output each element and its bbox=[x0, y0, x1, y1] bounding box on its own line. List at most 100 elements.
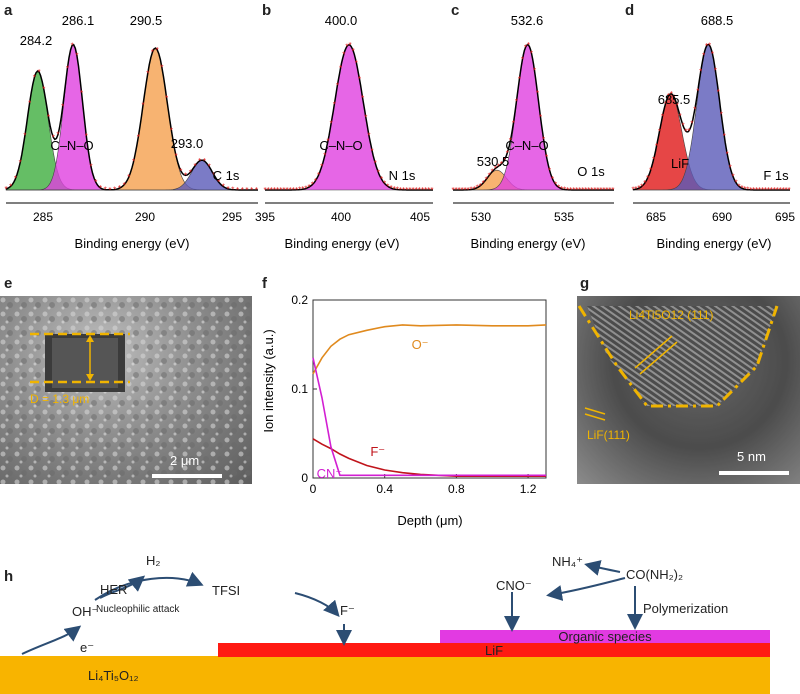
data-point-d: * bbox=[699, 68, 702, 77]
data-point-a: * bbox=[118, 184, 121, 193]
data-point-d: * bbox=[658, 127, 661, 136]
data-point-a: * bbox=[52, 133, 55, 142]
tem-bottom-label: LiF(111) bbox=[587, 428, 630, 442]
f-xtick: 0.4 bbox=[376, 482, 393, 496]
data-point-b: * bbox=[377, 169, 380, 178]
series-label-cn: CN⁻ bbox=[317, 466, 343, 481]
data-point-c: * bbox=[473, 185, 476, 194]
polymerization-label: Polymerization bbox=[643, 601, 729, 616]
series-label-o: O⁻ bbox=[412, 337, 429, 352]
data-point-a: * bbox=[66, 64, 69, 73]
data-point-c: * bbox=[491, 168, 494, 177]
f-ylabel: Ion intensity (a.u.) bbox=[261, 329, 276, 432]
data-point-d: * bbox=[684, 127, 687, 136]
data-point-a: * bbox=[99, 184, 102, 193]
lto-layer: Li₄Ti₅O₁₂ bbox=[0, 656, 770, 694]
data-point-b: * bbox=[383, 180, 386, 189]
data-point-b: * bbox=[339, 64, 342, 73]
data-point-d: * bbox=[646, 174, 649, 183]
fit-envelope-c bbox=[453, 43, 614, 191]
data-point-d: * bbox=[664, 100, 667, 109]
data-point-a: * bbox=[184, 171, 187, 180]
data-point-b: * bbox=[367, 131, 370, 140]
data-point-a: * bbox=[28, 99, 31, 108]
data-point-a: * bbox=[123, 181, 126, 190]
data-point-a: * bbox=[80, 89, 83, 98]
panel-label-a: a bbox=[4, 2, 13, 19]
data-point-b: * bbox=[348, 41, 351, 50]
series-label-f: F⁻ bbox=[370, 444, 385, 459]
data-point-b: * bbox=[295, 186, 298, 195]
xlabel-d: Binding energy (eV) bbox=[657, 236, 772, 251]
data-point-a: * bbox=[19, 158, 22, 167]
data-point-c: * bbox=[572, 186, 575, 195]
data-point-d: * bbox=[655, 142, 658, 151]
data-point-a: * bbox=[151, 48, 154, 57]
data-point-d: * bbox=[661, 113, 664, 122]
panel-label-e: e bbox=[4, 275, 13, 292]
data-point-d: * bbox=[770, 186, 773, 195]
data-point-a: * bbox=[141, 101, 144, 110]
tick-d-695: 695 bbox=[775, 210, 795, 224]
tick-b-405: 405 bbox=[410, 210, 430, 224]
f-ytick: 0 bbox=[301, 471, 308, 485]
data-point-b: * bbox=[301, 185, 304, 194]
data-point-b: * bbox=[317, 171, 320, 180]
xlabel-a: Binding energy (eV) bbox=[75, 236, 190, 251]
data-point-d: * bbox=[776, 186, 779, 195]
tem-lattice bbox=[577, 296, 800, 484]
species-b: C–N–O bbox=[319, 138, 362, 153]
data-point-a: * bbox=[189, 168, 192, 177]
data-point-c: * bbox=[488, 171, 491, 180]
panel-label-c: c bbox=[451, 2, 460, 19]
xps-panel-b: * * * * * * * * * * * * * * * * *********** *********** * *… bbox=[263, 41, 433, 195]
data-point-b: * bbox=[418, 186, 421, 195]
data-point-b: * bbox=[424, 186, 427, 195]
data-point-a: * bbox=[193, 162, 196, 171]
her-label: HER bbox=[100, 582, 128, 597]
data-point-d: * bbox=[782, 186, 785, 195]
peak-a-4: 293.0 bbox=[171, 136, 204, 151]
tick-b-400: 400 bbox=[331, 210, 351, 224]
data-point-b: * bbox=[320, 163, 323, 172]
tem-scale-bar bbox=[719, 471, 789, 475]
data-point-b: * bbox=[326, 137, 329, 146]
data-point-d: * bbox=[720, 111, 723, 120]
data-point-b: * bbox=[345, 42, 348, 51]
tick-d-690: 690 bbox=[712, 210, 732, 224]
series-line-o bbox=[312, 324, 547, 375]
data-point-b: * bbox=[405, 186, 408, 195]
data-point-d: * bbox=[749, 186, 752, 195]
sem-scale-bar bbox=[152, 474, 222, 478]
data-point-a: * bbox=[222, 183, 225, 192]
data-point-a: * bbox=[56, 131, 59, 140]
data-point-a: * bbox=[127, 173, 130, 182]
data-point-c: * bbox=[470, 185, 473, 194]
data-point-a: * bbox=[71, 41, 74, 50]
data-point-c: * bbox=[512, 119, 515, 128]
data-point-a: * bbox=[146, 69, 149, 78]
data-point-c: * bbox=[557, 183, 560, 192]
xlabel-b: Binding energy (eV) bbox=[285, 236, 400, 251]
data-point-c: * bbox=[551, 175, 554, 184]
data-point-a: * bbox=[132, 158, 135, 167]
data-point-d: * bbox=[746, 186, 749, 195]
xps-panel-a: * ********** ********** * * * * ******* ******* *… bbox=[4, 41, 258, 195]
data-point-c: * bbox=[533, 67, 536, 76]
data-point-a: * bbox=[245, 186, 248, 195]
data-point-c: * bbox=[566, 186, 569, 195]
data-point-b: * bbox=[311, 181, 314, 190]
data-point-d: * bbox=[743, 185, 746, 194]
data-point-d: * bbox=[737, 182, 740, 191]
peak-d-1: 685.5 bbox=[658, 92, 691, 107]
data-point-a: * bbox=[14, 175, 17, 184]
data-point-d: * bbox=[764, 186, 767, 195]
series-line-cn bbox=[312, 357, 546, 477]
data-point-c: * bbox=[454, 186, 457, 195]
element-d: F 1s bbox=[763, 168, 789, 183]
f-minus-label: F⁻ bbox=[340, 603, 355, 618]
data-point-a: * bbox=[94, 178, 97, 187]
data-point-c: * bbox=[485, 175, 488, 184]
sem-image: D = 1.3 μm 2 μm bbox=[0, 296, 252, 484]
data-point-d: * bbox=[726, 150, 729, 159]
